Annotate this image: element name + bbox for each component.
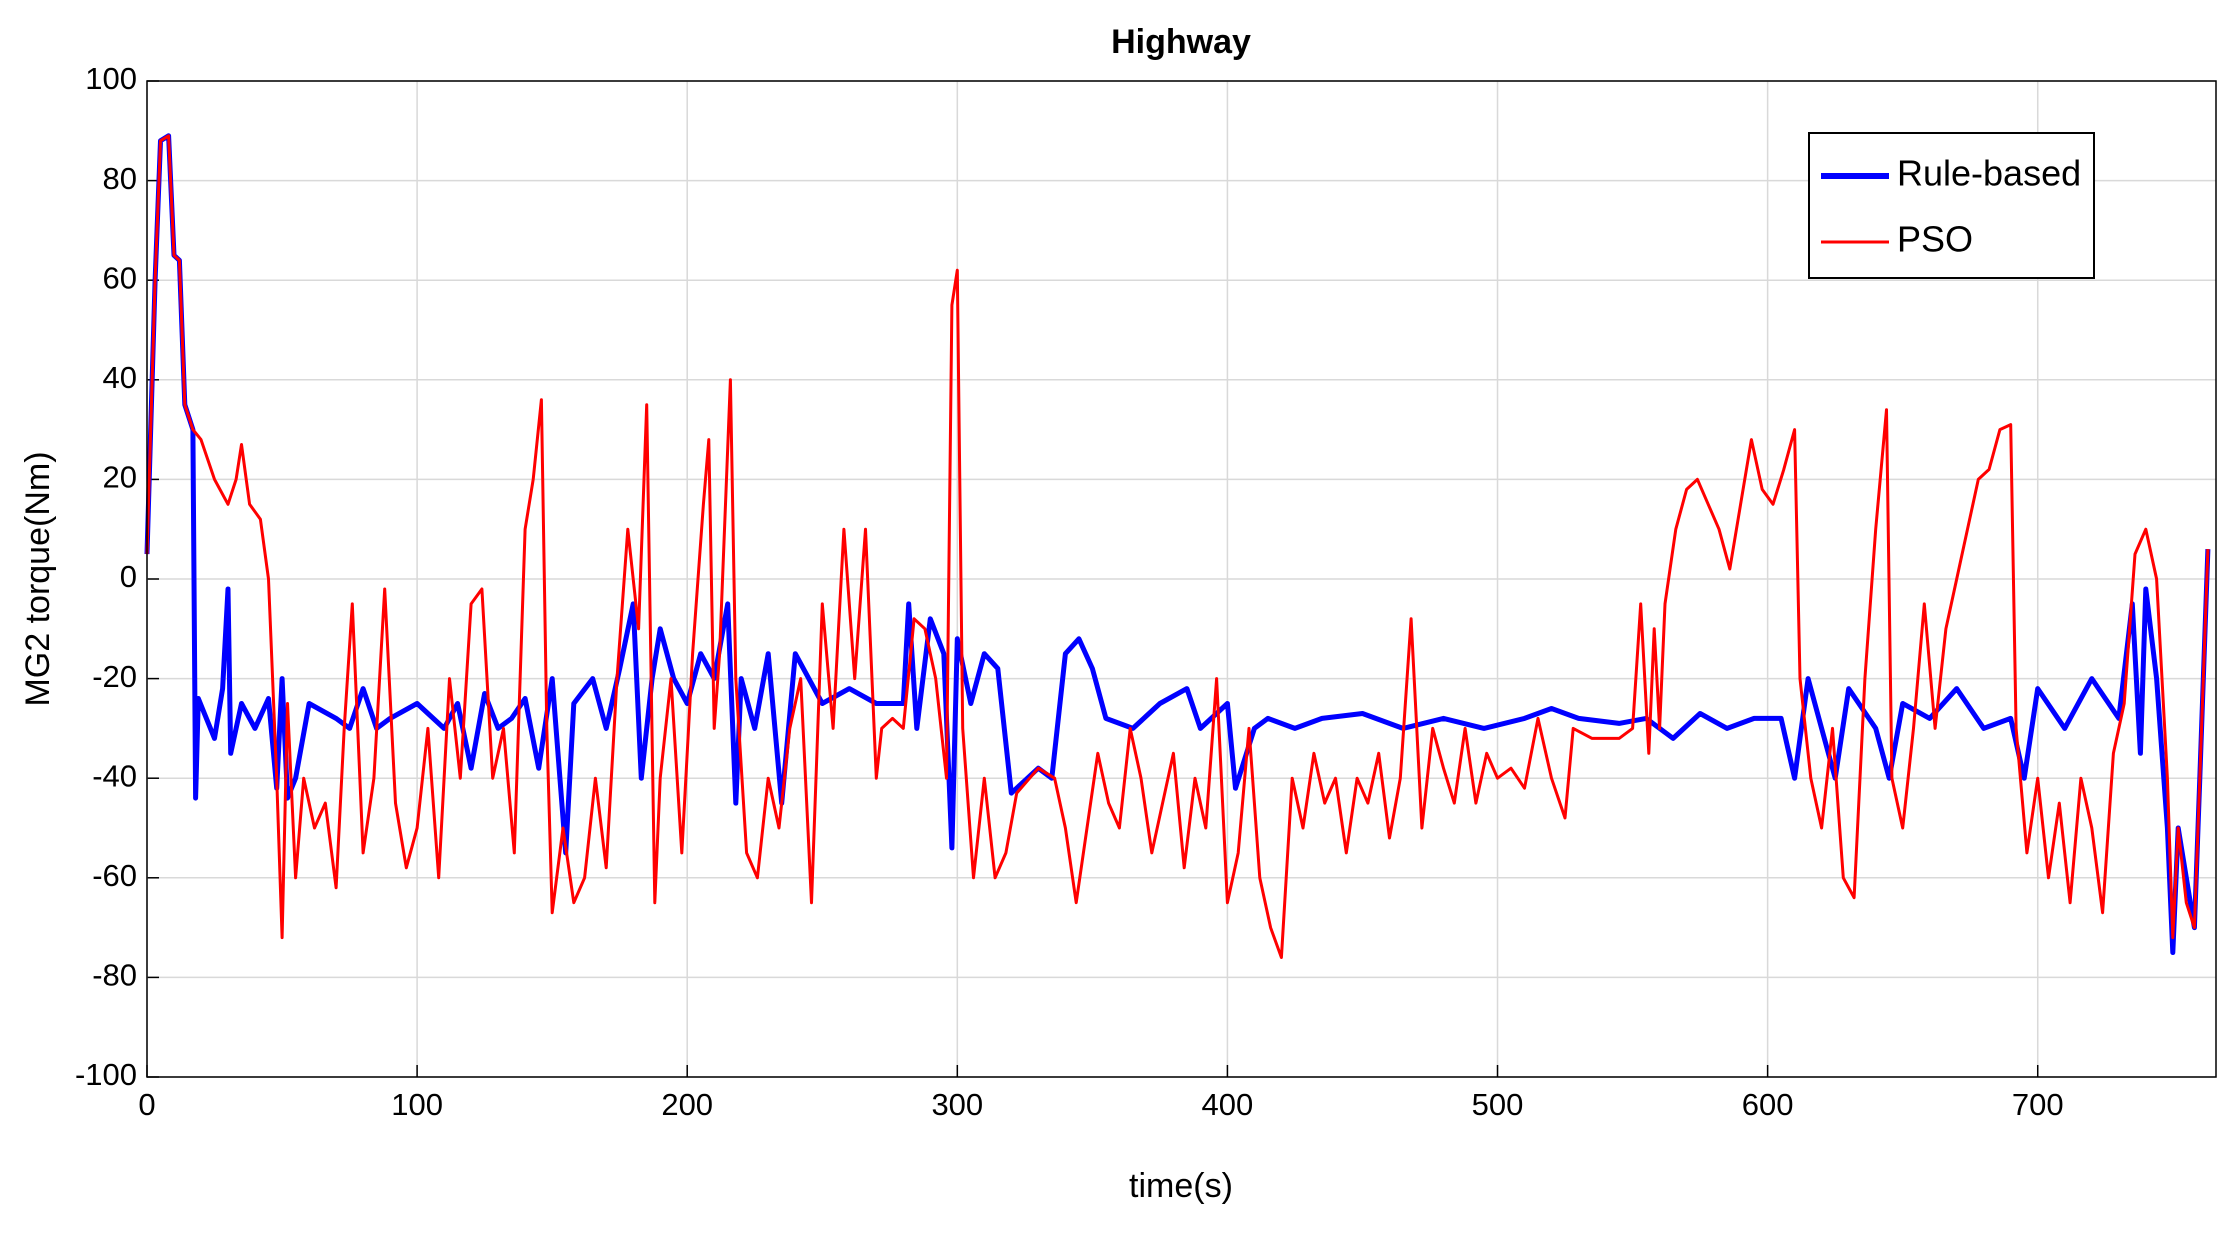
y-tick-label: 40: [103, 360, 137, 395]
y-tick-label: -20: [92, 659, 137, 694]
y-tick-label: 100: [85, 61, 137, 96]
legend-box: [1808, 132, 2095, 279]
x-tick-label: 400: [1202, 1087, 1254, 1122]
x-tick-label: 500: [1472, 1087, 1524, 1122]
legend-label: Rule-based: [1897, 153, 2081, 194]
y-tick-label: 60: [103, 260, 137, 295]
x-tick-label: 700: [2012, 1087, 2064, 1122]
x-axis-label: time(s): [1129, 1167, 1233, 1205]
y-axis-label: MG2 torque(Nm): [19, 451, 57, 706]
y-tick-label: 80: [103, 161, 137, 196]
y-tick-label: -40: [92, 758, 137, 793]
series-line: [145, 134, 2210, 959]
x-tick-label: 600: [1742, 1087, 1794, 1122]
x-tick-label: 100: [391, 1087, 443, 1122]
y-tick-label: 0: [120, 559, 137, 594]
x-tick-label: 0: [138, 1087, 155, 1122]
legend-label: PSO: [1897, 219, 1973, 260]
plot-frame: [146, 80, 2217, 1078]
series-line: [144, 133, 2211, 955]
y-tick-label: -80: [92, 958, 137, 993]
y-tick-label: -100: [75, 1057, 137, 1092]
y-tick-label: -60: [92, 858, 137, 893]
chart-title: Highway: [1111, 23, 1251, 61]
x-tick-label: 300: [931, 1087, 983, 1122]
x-tick-label: 200: [661, 1087, 713, 1122]
y-tick-label: 20: [103, 460, 137, 495]
